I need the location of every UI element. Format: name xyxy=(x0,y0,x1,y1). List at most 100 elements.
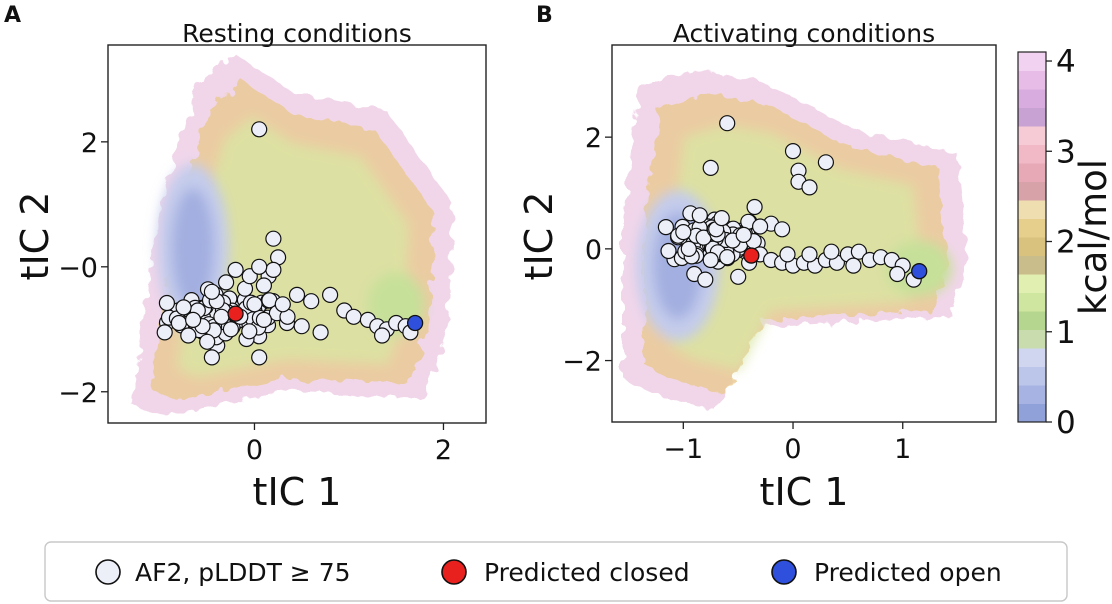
panel-b-points xyxy=(657,115,928,288)
af2-point xyxy=(697,271,714,288)
colorbar-band xyxy=(1018,311,1046,330)
af2-point xyxy=(199,333,216,350)
af2-point xyxy=(158,294,175,312)
af2-point xyxy=(288,286,306,303)
af2-point xyxy=(675,224,692,241)
af2-point xyxy=(680,240,697,257)
panel-a-letter: A xyxy=(4,3,21,28)
panel-a-points xyxy=(156,121,424,366)
af2-point xyxy=(817,154,835,171)
af2-point xyxy=(170,314,187,332)
legend-label-open: Predicted open xyxy=(814,558,1002,587)
af2-point xyxy=(265,230,282,247)
colorbar-band xyxy=(1018,403,1046,423)
colorbar-label: kcal/mol xyxy=(1072,159,1112,315)
af2-point xyxy=(730,268,747,285)
af2-point xyxy=(255,277,272,294)
af2-point xyxy=(719,249,736,266)
colorbar-tick-label: 2 xyxy=(1056,225,1076,261)
y-tick-label: −2 xyxy=(562,347,602,378)
af2-point xyxy=(213,308,230,325)
panel-b-ticks: −1 0 1 −2 0 2 xyxy=(562,123,911,465)
af2-point xyxy=(719,115,736,132)
af2-point xyxy=(801,246,818,263)
panel-b-ylabel: tIC 2 xyxy=(517,192,561,281)
colorbar-tick-label: 4 xyxy=(1056,44,1076,80)
colorbar-band xyxy=(1018,348,1046,367)
colorbar-frame xyxy=(1017,51,1047,423)
legend: AF2, pLDDT ≥ 75 Predicted closed Predict… xyxy=(44,541,1068,602)
legend-label-af2: AF2, pLDDT ≥ 75 xyxy=(135,558,351,587)
af2-point xyxy=(322,286,339,303)
y-tick-label: 2 xyxy=(81,128,98,159)
legend-marker-af2 xyxy=(95,559,121,585)
panel-b-xlabel: tIC 1 xyxy=(760,470,849,514)
af2-point xyxy=(735,226,752,243)
colorbar-band xyxy=(1018,144,1046,164)
colorbar-band xyxy=(1018,292,1046,312)
colorbar-band xyxy=(1018,366,1046,386)
af2-point xyxy=(175,299,192,316)
af2-point xyxy=(293,318,310,335)
af2-point xyxy=(850,243,868,260)
legend-marker-open xyxy=(771,559,797,585)
af2-point xyxy=(660,242,677,260)
af2-point xyxy=(303,293,320,310)
af2-point xyxy=(746,198,763,216)
af2-point xyxy=(180,327,197,344)
legend-marker-closed xyxy=(441,559,467,585)
af2-point xyxy=(657,219,675,236)
panel-a-ylabel: tIC 2 xyxy=(13,192,57,281)
panel-b-axes-frame xyxy=(611,44,997,423)
panel-b-letter: B xyxy=(536,3,553,28)
af2-point xyxy=(241,323,258,340)
af2-point xyxy=(773,221,791,238)
colorbar-bands xyxy=(1018,52,1046,423)
colorbar-band xyxy=(1018,218,1046,238)
af2-point xyxy=(251,258,268,275)
af2-point xyxy=(784,143,802,160)
colorbar-band xyxy=(1018,200,1046,219)
landscape-basin-core-a xyxy=(172,188,214,308)
y-tick-label: 0 xyxy=(585,235,602,266)
af2-point xyxy=(203,283,220,300)
af2-point xyxy=(218,274,235,291)
af2-point xyxy=(227,261,244,278)
predicted-closed-point xyxy=(743,247,760,264)
y-tick-label: −0 xyxy=(58,253,98,284)
af2-point xyxy=(255,311,272,328)
colorbar-band xyxy=(1018,126,1046,145)
af2-point xyxy=(713,210,730,227)
colorbar-band xyxy=(1018,163,1046,182)
colorbar-band xyxy=(1018,255,1046,275)
colorbar: 0 1 2 3 4 kcal/mol xyxy=(1017,44,1112,441)
colorbar-band xyxy=(1018,181,1046,201)
colorbar-tick-label: 1 xyxy=(1056,315,1076,351)
colorbar-band xyxy=(1018,52,1046,71)
colorbar-ticks: 0 1 2 3 4 xyxy=(1046,44,1076,441)
af2-point xyxy=(222,321,239,338)
colorbar-band xyxy=(1018,274,1046,293)
af2-point xyxy=(251,121,268,138)
colorbar-band xyxy=(1018,329,1046,349)
x-tick-label: 2 xyxy=(435,435,452,466)
af2-point xyxy=(203,349,220,366)
af2-point xyxy=(251,349,268,366)
af2-point xyxy=(702,159,719,176)
af2-point xyxy=(691,207,708,224)
x-tick-label: 0 xyxy=(784,434,801,465)
predicted-open-point xyxy=(406,314,424,332)
panel-b: B Activating conditions −1 0 1 −2 0 2 tIC 1 t… xyxy=(517,3,997,514)
af2-point xyxy=(751,218,769,235)
panel-b-title: Activating conditions xyxy=(673,19,935,48)
af2-point xyxy=(265,261,282,278)
x-tick-label: 0 xyxy=(246,435,263,466)
af2-point xyxy=(312,324,329,341)
colorbar-band xyxy=(1018,385,1046,404)
colorbar-band xyxy=(1018,70,1046,90)
panel-a-ticks: 0 2 −2 −0 2 xyxy=(58,128,452,466)
y-tick-label: 2 xyxy=(585,123,602,154)
af2-point xyxy=(185,311,202,328)
colorbar-band xyxy=(1018,107,1046,127)
